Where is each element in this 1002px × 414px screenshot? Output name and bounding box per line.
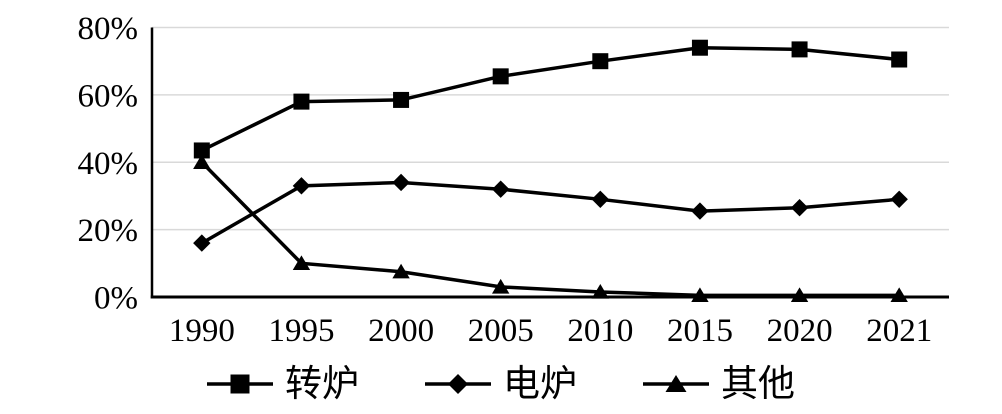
y-tick-label: 20%: [78, 213, 139, 249]
triangle-data-marker: [491, 278, 510, 294]
square-data-marker: [592, 53, 609, 70]
x-tick-label: 2010: [567, 313, 633, 349]
diamond-data-marker: [790, 199, 809, 217]
triangle-data-marker: [193, 154, 211, 169]
x-tick-label: 1995: [268, 313, 334, 349]
y-tick-label: 80%: [78, 11, 139, 47]
series-line: [200, 161, 900, 298]
series-line: [201, 45, 900, 153]
line-chart-plot: 0% 20% 40% 60% 80% 1990 1995 2000 2005 2010 2015 20…: [78, 11, 949, 349]
legend-item-other: 其他: [643, 366, 795, 403]
x-tick-label: 2021: [866, 313, 932, 349]
diamond-data-marker: [890, 190, 908, 209]
y-tick-label: 0%: [94, 281, 138, 317]
diamond-data-marker: [691, 202, 709, 220]
legend-label-converter: 转炉: [285, 363, 359, 405]
triangle-data-marker: [392, 263, 410, 279]
square-data-marker: [791, 41, 808, 58]
square-data-marker: [691, 39, 708, 56]
square-data-marker: [393, 91, 410, 108]
square-data-marker: [293, 93, 310, 110]
series-square: [193, 39, 908, 159]
square-data-marker: [891, 51, 908, 68]
diamond-data-marker: [292, 177, 311, 195]
chart-legend: 转炉 电炉 其他: [0, 356, 1002, 412]
triangle-data-marker: [591, 283, 610, 299]
x-tick-label: 1990: [169, 313, 235, 349]
y-tick-label: 40%: [78, 146, 139, 182]
diamond-data-marker: [491, 180, 510, 198]
x-tick-label: 2005: [468, 313, 534, 349]
triangle-data-marker: [691, 287, 709, 303]
x-tick-label: 2015: [667, 313, 733, 349]
square-marker-icon: [207, 374, 273, 394]
legend-item-eaf: 电炉: [425, 366, 577, 403]
diamond-data-marker: [591, 190, 610, 209]
triangle-marker-icon: [643, 375, 709, 392]
triangle-data-marker: [790, 287, 809, 303]
triangle-data-marker: [890, 287, 908, 303]
legend-item-converter: 转炉: [207, 366, 359, 403]
diamond-data-marker: [193, 234, 211, 252]
series-diamond: [193, 173, 908, 252]
diamond-marker-icon: [425, 374, 491, 394]
square-data-marker: [492, 68, 509, 85]
y-tick-label: 60%: [78, 78, 139, 114]
series-triangle: [193, 154, 908, 303]
triangle-data-marker: [292, 255, 311, 271]
x-tick-label: 2000: [368, 313, 434, 349]
square-data-marker: [193, 142, 210, 159]
series-line: [200, 180, 900, 245]
legend-label-eaf: 电炉: [503, 363, 577, 405]
diamond-data-marker: [392, 173, 410, 192]
legend-label-other: 其他: [721, 363, 795, 405]
x-tick-label: 2020: [767, 313, 833, 349]
